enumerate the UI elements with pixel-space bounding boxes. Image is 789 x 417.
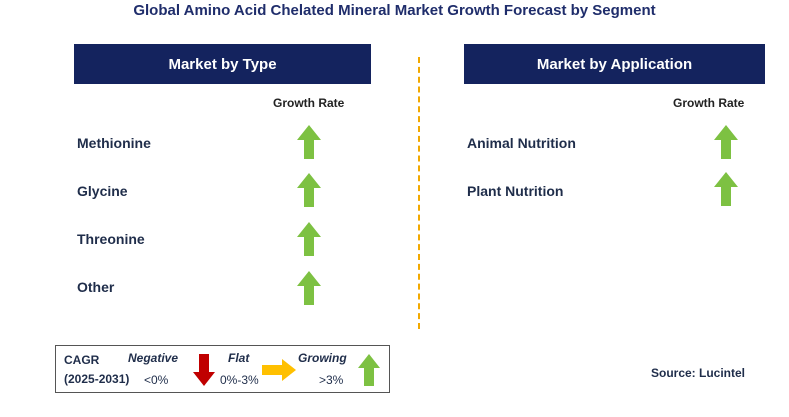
legend-negative-range: <0% xyxy=(144,373,169,387)
growing-arrow-icon xyxy=(358,354,380,386)
legend-flat-range: 0%-3% xyxy=(220,373,259,387)
source-note: Source: Lucintel xyxy=(651,366,746,380)
growing-arrow-icon xyxy=(714,172,738,206)
type-item-methionine: Methionine xyxy=(77,135,151,151)
market-by-application-header: Market by Application xyxy=(464,44,765,84)
panel-divider xyxy=(418,57,420,329)
legend-flat-label: Flat xyxy=(228,351,250,365)
growing-arrow-icon xyxy=(297,271,321,305)
growing-arrow-icon xyxy=(297,222,321,256)
legend-negative-label: Negative xyxy=(128,351,179,365)
legend-growing-range: >3% xyxy=(319,373,344,387)
application-growth-rate-label: Growth Rate xyxy=(673,96,745,110)
type-growth-rate-label: Growth Rate xyxy=(273,96,345,110)
application-item-plant-nutrition: Plant Nutrition xyxy=(467,183,564,199)
type-item-glycine: Glycine xyxy=(77,183,128,199)
cagr-legend: CAGR (2025-2031) Negative <0% Flat 0%-3%… xyxy=(55,345,390,393)
chart-title: Global Amino Acid Chelated Mineral Marke… xyxy=(133,2,656,19)
type-item-other: Other xyxy=(77,279,115,295)
application-item-animal-nutrition: Animal Nutrition xyxy=(467,135,576,151)
negative-arrow-icon xyxy=(193,354,215,386)
flat-arrow-icon xyxy=(262,359,296,381)
market-by-type-header: Market by Type xyxy=(74,44,371,84)
growing-arrow-icon xyxy=(714,125,738,159)
growing-arrow-icon xyxy=(297,125,321,159)
growing-arrow-icon xyxy=(297,173,321,207)
legend-period: (2025-2031) xyxy=(64,372,130,386)
type-item-threonine: Threonine xyxy=(77,231,145,247)
legend-growing-label: Growing xyxy=(298,351,347,365)
legend-cagr-label: CAGR xyxy=(64,353,100,367)
